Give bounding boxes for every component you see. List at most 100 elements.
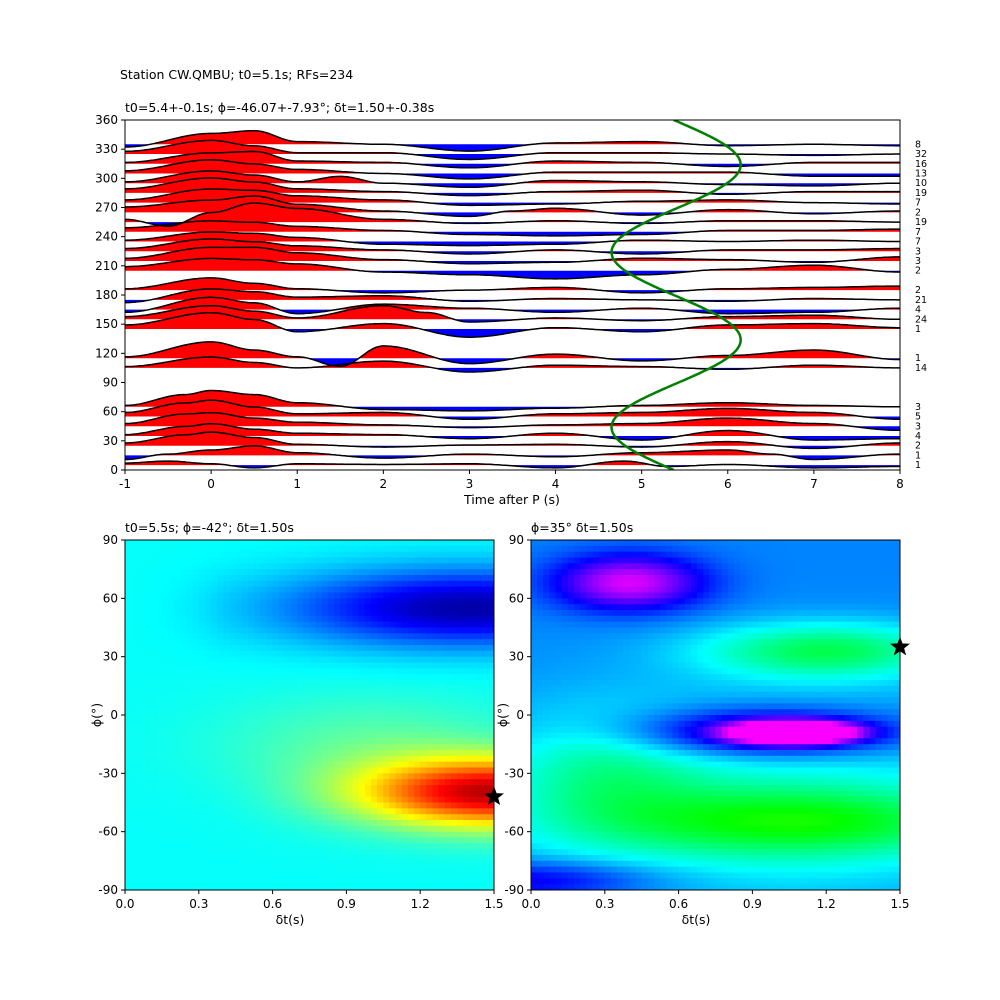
heatmap-cell	[229, 586, 237, 594]
heatmap-cell	[309, 849, 317, 856]
heatmap-cell	[574, 674, 581, 681]
heatmap-cell	[444, 592, 452, 599]
heatmap-cell	[284, 633, 292, 640]
heatmap-cell	[211, 808, 218, 815]
heatmap-cell	[180, 703, 188, 710]
heatmap-cell	[592, 545, 600, 553]
heatmap-cell	[401, 831, 409, 839]
heatmap-cell	[284, 656, 292, 664]
heatmap-cell	[592, 849, 600, 856]
heatmap-cell	[426, 785, 434, 792]
heatmap-cell	[174, 808, 181, 815]
heatmap-cell	[358, 814, 366, 821]
trace-positive-fill	[125, 247, 900, 261]
heatmap-cell	[444, 610, 452, 617]
heatmap-cell	[198, 709, 206, 716]
heatmap-cell	[346, 843, 354, 850]
heatmap-cell	[463, 557, 470, 564]
heatmap-cell	[592, 755, 600, 763]
heatmap-cell	[241, 831, 249, 839]
heatmap-cell	[414, 755, 421, 763]
heatmap-cell	[543, 604, 551, 611]
heatmap-cell	[438, 825, 446, 833]
heatmap-cell	[346, 767, 354, 774]
heatmap-cell	[617, 860, 624, 868]
heatmap-cell	[592, 773, 600, 780]
heatmap-cell	[635, 545, 643, 553]
heatmap-cell	[401, 563, 409, 570]
heatmap-cell	[254, 761, 261, 769]
heatmap-cell	[629, 668, 637, 675]
heatmap-cell	[463, 545, 470, 553]
heatmap-cell	[537, 639, 544, 646]
heatmap-cell	[315, 750, 323, 757]
heatmap-cell	[531, 825, 538, 833]
x-tick-label: 0	[207, 477, 215, 491]
heatmap-cell	[574, 767, 581, 774]
heatmap-cell	[248, 557, 255, 564]
heatmap-cell	[432, 761, 440, 769]
heatmap-cell	[309, 674, 317, 681]
heatmap-cell	[549, 709, 557, 716]
heatmap-cell	[641, 540, 649, 547]
heatmap-cell	[592, 709, 600, 716]
heatmap-cell	[260, 878, 268, 885]
heatmap-cell	[321, 633, 329, 640]
heatmap-cell	[598, 808, 606, 815]
heatmap-cell	[610, 755, 618, 763]
heatmap-cell	[444, 598, 452, 605]
heatmap-cell	[444, 674, 452, 681]
heatmap-cell	[641, 767, 649, 774]
heatmap-cell	[364, 878, 372, 885]
heatmap-cell	[610, 849, 618, 856]
heatmap-cell	[610, 674, 618, 681]
heatmap-cell	[463, 837, 470, 844]
heatmap-cell	[414, 767, 421, 774]
heatmap-cell	[407, 726, 415, 734]
trace-line	[125, 411, 900, 432]
heatmap-cell	[321, 580, 329, 588]
heatmap-cell	[131, 732, 138, 739]
heatmap-cell	[309, 662, 317, 669]
heatmap-cell	[549, 790, 557, 798]
heatmap-cell	[487, 872, 494, 879]
heatmap-cell	[444, 633, 452, 640]
heatmap-cell	[254, 884, 261, 890]
heatmap-cell	[198, 650, 206, 658]
heatmap-cell	[321, 627, 329, 634]
heatmap-cell	[223, 825, 231, 833]
heatmap-cell	[321, 540, 329, 547]
heatmap-cell	[352, 767, 360, 774]
heatmap-cell	[377, 855, 384, 862]
heatmap-cell	[395, 785, 403, 792]
heatmap-cell	[272, 744, 280, 751]
heatmap-cell	[469, 744, 477, 751]
heatmap-cell	[610, 697, 618, 704]
heatmap-cell	[204, 709, 212, 716]
heatmap-cell	[352, 855, 360, 862]
heatmap-cell	[641, 726, 649, 734]
heatmap-cell	[248, 674, 255, 681]
heatmap-cell	[161, 639, 169, 646]
heatmap-cell	[192, 715, 200, 722]
heatmap-cell	[248, 755, 255, 763]
heatmap-cell	[278, 755, 286, 763]
heatmap-cell	[432, 545, 440, 553]
heatmap-cell	[125, 790, 132, 798]
heatmap-cell	[174, 884, 181, 890]
heatmap-cell	[254, 563, 261, 570]
heatmap-cell	[389, 557, 397, 564]
heatmap-cell	[450, 575, 458, 582]
heatmap-cell	[137, 796, 145, 804]
heatmap-cell	[321, 855, 329, 862]
heatmap-cell	[346, 557, 354, 564]
heatmap-cell	[315, 685, 323, 693]
heatmap-cell	[574, 843, 581, 850]
heatmap-cell	[420, 615, 427, 623]
heatmap-cell	[198, 656, 206, 664]
heatmap-cell	[586, 697, 594, 704]
trace-line	[125, 246, 900, 265]
heatmap-cell	[143, 709, 151, 716]
heatmap-cell	[161, 540, 169, 547]
heatmap-cell	[426, 540, 434, 547]
